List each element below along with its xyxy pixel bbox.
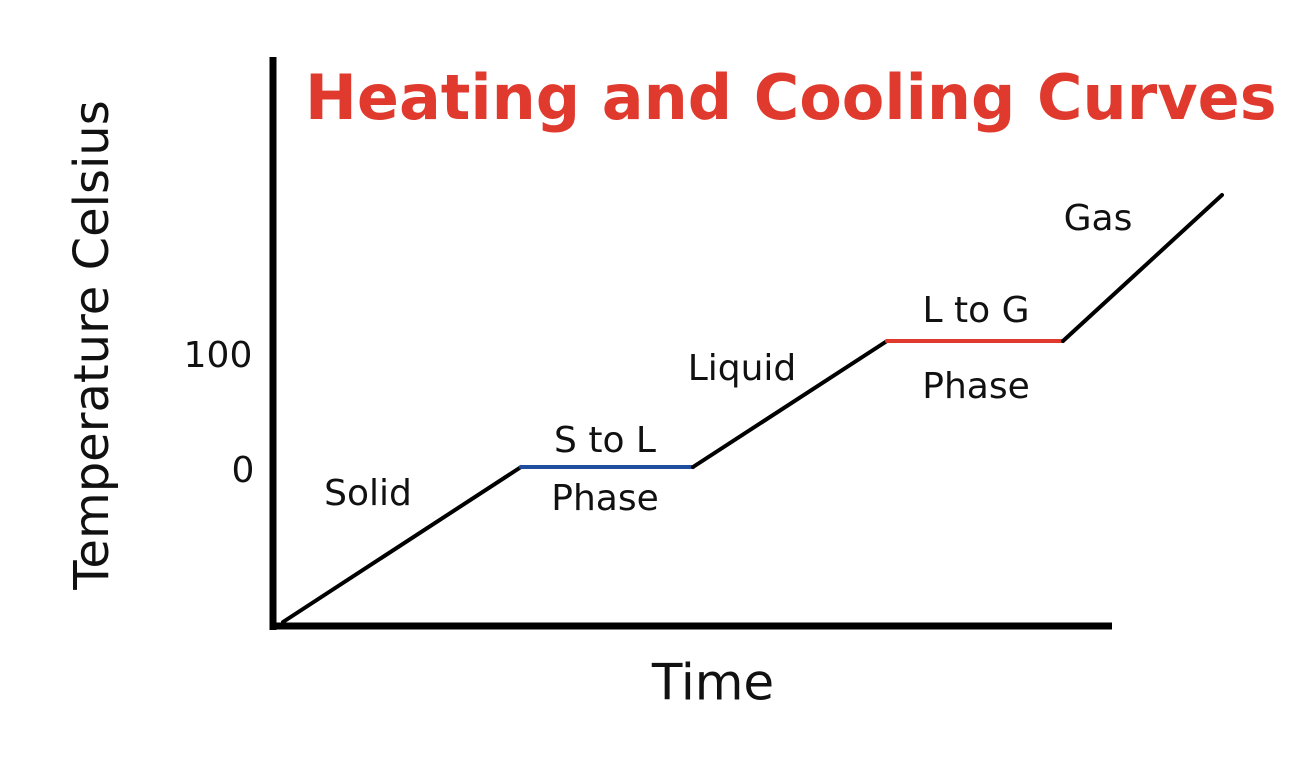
curve-segment — [1061, 193, 1224, 343]
region-label: L to G — [923, 290, 1030, 331]
region-label: Gas — [1064, 198, 1133, 239]
title: Heating and Cooling Curves — [305, 61, 1277, 134]
region-label: Phase — [551, 478, 659, 519]
y-tick-label: 100 — [184, 335, 253, 376]
region-label: Phase — [922, 366, 1030, 407]
region-label: Solid — [324, 473, 412, 514]
y-axis-label: Temperature Celsius — [64, 100, 120, 590]
curve-segment — [281, 465, 523, 624]
y-tick-label: 0 — [232, 450, 255, 491]
region-label: Liquid — [688, 348, 797, 389]
x-axis-label: Time — [651, 654, 774, 712]
curve-segment — [691, 339, 889, 469]
region-label: S to L — [554, 420, 656, 461]
